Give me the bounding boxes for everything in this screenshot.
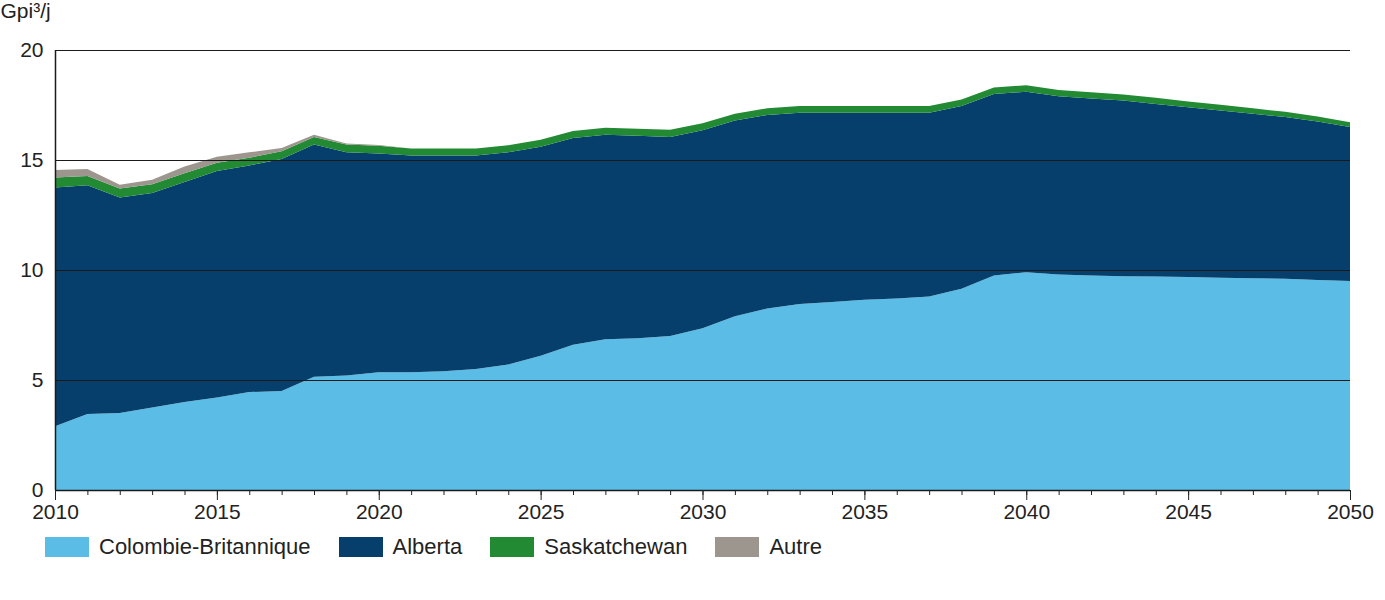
html-text:Colombie-Britannique: Colombie-Britannique xyxy=(99,534,311,559)
svg-text:2030: 2030 xyxy=(680,500,727,523)
svg-text:2015: 2015 xyxy=(194,500,241,523)
html-text:Autre: Autre xyxy=(769,534,822,559)
svg-text:2035: 2035 xyxy=(842,500,889,523)
svg-text:15: 15 xyxy=(20,148,43,171)
svg-text:2010: 2010 xyxy=(32,500,79,523)
svg-text:20: 20 xyxy=(20,38,43,61)
svg-text:2020: 2020 xyxy=(356,500,403,523)
svg-text:10: 10 xyxy=(20,258,43,281)
svg-text:Gpi³/j: Gpi³/j xyxy=(1,0,51,22)
html-text:Saskatchewan: Saskatchewan xyxy=(544,534,688,559)
svg-text:2050: 2050 xyxy=(1327,500,1374,523)
svg-text:2040: 2040 xyxy=(1003,500,1050,523)
html-text:Alberta: Alberta xyxy=(392,534,463,559)
svg-text:2045: 2045 xyxy=(1165,500,1212,523)
svg-text:5: 5 xyxy=(32,368,44,391)
svg-text:2025: 2025 xyxy=(518,500,565,523)
svg-text:0: 0 xyxy=(32,478,44,501)
